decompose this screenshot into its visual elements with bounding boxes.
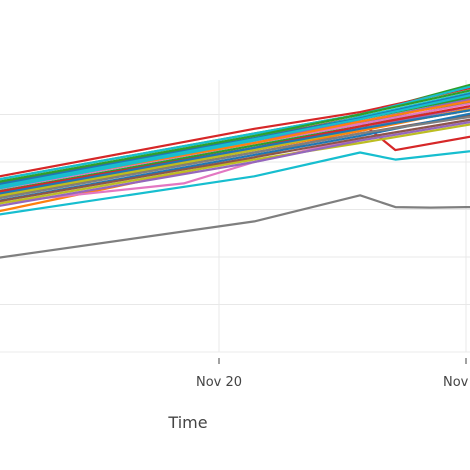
series-line-1 bbox=[0, 194, 470, 259]
axis-layer: Nov 20 Nov 27 bbox=[0, 351, 470, 390]
series-line-14 bbox=[0, 112, 470, 202]
series-line-19 bbox=[0, 115, 470, 200]
series-line-25 bbox=[0, 121, 470, 207]
series-line-2 bbox=[0, 150, 470, 216]
x-tick-label-1: Nov 20 bbox=[196, 375, 242, 390]
series-line-29 bbox=[0, 89, 470, 183]
x-tick-label-2: Nov 27 bbox=[443, 375, 470, 390]
x-axis-title: Time bbox=[167, 413, 207, 432]
series-line-31 bbox=[0, 94, 470, 188]
series-line-21 bbox=[0, 85, 470, 181]
series-line-18 bbox=[0, 102, 470, 190]
series-line-27 bbox=[0, 118, 470, 203]
series-line-24 bbox=[0, 109, 470, 195]
series-line-22 bbox=[0, 104, 470, 193]
series-layer bbox=[0, 83, 470, 259]
